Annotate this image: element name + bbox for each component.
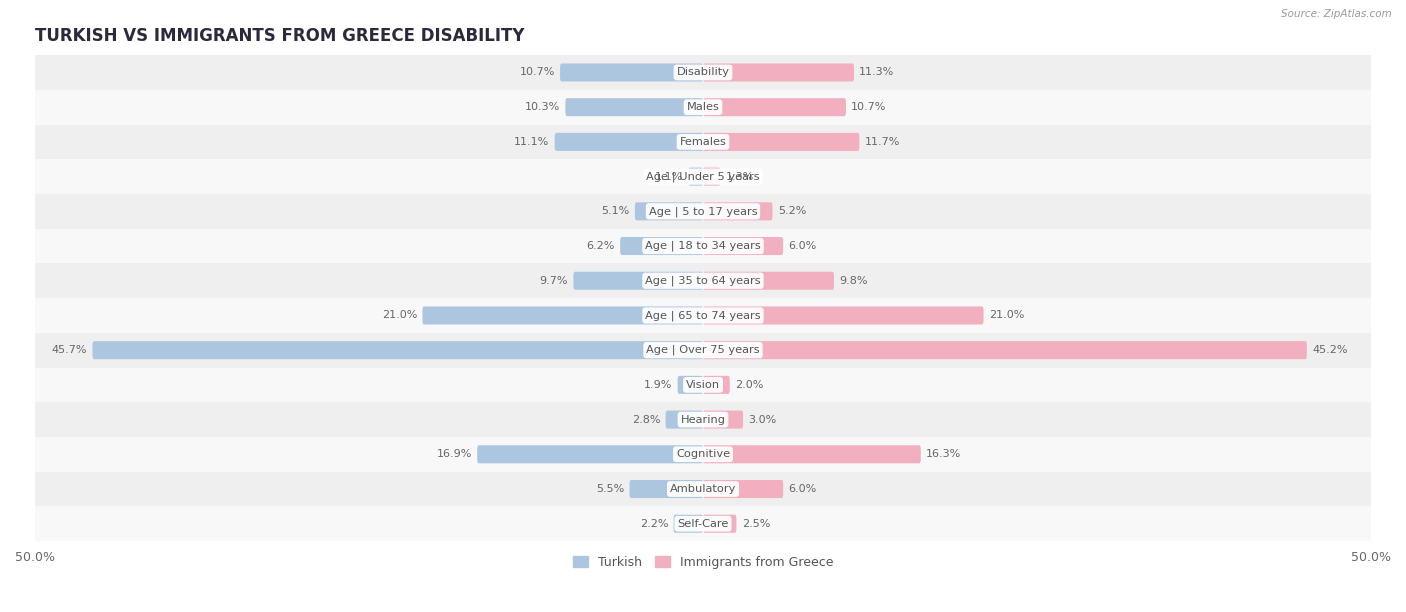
- FancyBboxPatch shape: [565, 98, 703, 116]
- Text: 2.0%: 2.0%: [735, 380, 763, 390]
- Text: 11.3%: 11.3%: [859, 67, 894, 78]
- Text: 1.9%: 1.9%: [644, 380, 672, 390]
- FancyBboxPatch shape: [574, 272, 703, 289]
- Bar: [35, 298, 1371, 333]
- Text: Hearing: Hearing: [681, 414, 725, 425]
- FancyBboxPatch shape: [673, 515, 703, 532]
- FancyBboxPatch shape: [477, 446, 703, 463]
- FancyBboxPatch shape: [703, 237, 783, 255]
- Text: 10.7%: 10.7%: [851, 102, 887, 112]
- FancyBboxPatch shape: [703, 376, 730, 394]
- Text: 16.3%: 16.3%: [927, 449, 962, 459]
- Text: 6.0%: 6.0%: [789, 241, 817, 251]
- FancyBboxPatch shape: [703, 341, 1306, 359]
- FancyBboxPatch shape: [703, 480, 783, 498]
- Text: 10.7%: 10.7%: [519, 67, 555, 78]
- Text: Females: Females: [679, 137, 727, 147]
- Text: 1.3%: 1.3%: [725, 171, 754, 182]
- FancyBboxPatch shape: [703, 203, 772, 220]
- FancyBboxPatch shape: [636, 203, 703, 220]
- FancyBboxPatch shape: [703, 307, 984, 324]
- FancyBboxPatch shape: [703, 411, 744, 428]
- Text: Vision: Vision: [686, 380, 720, 390]
- Bar: [35, 55, 1371, 90]
- Bar: [35, 368, 1371, 402]
- Bar: [35, 229, 1371, 263]
- FancyBboxPatch shape: [665, 411, 703, 428]
- Bar: [35, 263, 1371, 298]
- Text: 2.2%: 2.2%: [640, 519, 668, 529]
- Text: 16.9%: 16.9%: [436, 449, 472, 459]
- Text: TURKISH VS IMMIGRANTS FROM GREECE DISABILITY: TURKISH VS IMMIGRANTS FROM GREECE DISABI…: [35, 28, 524, 45]
- FancyBboxPatch shape: [630, 480, 703, 498]
- FancyBboxPatch shape: [422, 307, 703, 324]
- FancyBboxPatch shape: [620, 237, 703, 255]
- FancyBboxPatch shape: [703, 64, 853, 81]
- Text: 21.0%: 21.0%: [988, 310, 1025, 321]
- Bar: [35, 472, 1371, 506]
- Text: 2.5%: 2.5%: [742, 519, 770, 529]
- Text: 5.5%: 5.5%: [596, 484, 624, 494]
- FancyBboxPatch shape: [703, 446, 921, 463]
- FancyBboxPatch shape: [555, 133, 703, 151]
- Text: 21.0%: 21.0%: [381, 310, 418, 321]
- Text: 9.8%: 9.8%: [839, 276, 868, 286]
- Text: 9.7%: 9.7%: [540, 276, 568, 286]
- FancyBboxPatch shape: [703, 272, 834, 289]
- Text: Source: ZipAtlas.com: Source: ZipAtlas.com: [1281, 9, 1392, 19]
- Text: Age | 18 to 34 years: Age | 18 to 34 years: [645, 241, 761, 252]
- Text: 5.1%: 5.1%: [602, 206, 630, 216]
- Text: 6.2%: 6.2%: [586, 241, 614, 251]
- Bar: [35, 402, 1371, 437]
- Text: 45.2%: 45.2%: [1312, 345, 1348, 355]
- FancyBboxPatch shape: [703, 515, 737, 532]
- Bar: [35, 125, 1371, 159]
- Bar: [35, 159, 1371, 194]
- FancyBboxPatch shape: [93, 341, 703, 359]
- Text: 45.7%: 45.7%: [52, 345, 87, 355]
- Bar: [35, 437, 1371, 472]
- Text: Males: Males: [686, 102, 720, 112]
- FancyBboxPatch shape: [703, 133, 859, 151]
- Text: Age | 65 to 74 years: Age | 65 to 74 years: [645, 310, 761, 321]
- Bar: [35, 194, 1371, 229]
- Text: 3.0%: 3.0%: [748, 414, 776, 425]
- Text: 6.0%: 6.0%: [789, 484, 817, 494]
- Text: 5.2%: 5.2%: [778, 206, 806, 216]
- FancyBboxPatch shape: [703, 98, 846, 116]
- FancyBboxPatch shape: [703, 168, 720, 185]
- Text: 11.1%: 11.1%: [515, 137, 550, 147]
- Text: 2.8%: 2.8%: [631, 414, 661, 425]
- Text: Age | Over 75 years: Age | Over 75 years: [647, 345, 759, 356]
- FancyBboxPatch shape: [560, 64, 703, 81]
- FancyBboxPatch shape: [678, 376, 703, 394]
- Bar: [35, 90, 1371, 125]
- Text: Ambulatory: Ambulatory: [669, 484, 737, 494]
- Legend: Turkish, Immigrants from Greece: Turkish, Immigrants from Greece: [568, 551, 838, 573]
- Text: Age | 5 to 17 years: Age | 5 to 17 years: [648, 206, 758, 217]
- Bar: [35, 506, 1371, 541]
- Text: Self-Care: Self-Care: [678, 519, 728, 529]
- Text: Disability: Disability: [676, 67, 730, 78]
- Bar: [35, 333, 1371, 368]
- Text: Age | Under 5 years: Age | Under 5 years: [647, 171, 759, 182]
- Text: Age | 35 to 64 years: Age | 35 to 64 years: [645, 275, 761, 286]
- Text: Cognitive: Cognitive: [676, 449, 730, 459]
- Text: 1.1%: 1.1%: [655, 171, 683, 182]
- FancyBboxPatch shape: [689, 168, 703, 185]
- Text: 10.3%: 10.3%: [524, 102, 560, 112]
- Text: 11.7%: 11.7%: [865, 137, 900, 147]
